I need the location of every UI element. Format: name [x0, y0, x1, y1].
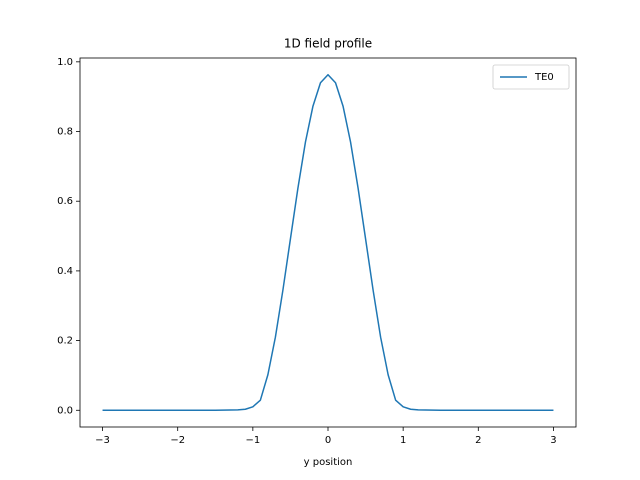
legend-box [492, 64, 570, 90]
x-tick-label: 1 [400, 435, 406, 446]
legend-label: TE0 [534, 72, 554, 83]
y-tick-label: 0.4 [57, 266, 73, 277]
x-tick-label: 0 [325, 435, 331, 446]
y-tick-label: 1.0 [57, 57, 73, 68]
x-tick-label: −3 [95, 435, 110, 446]
y-tick-label: 0.6 [57, 196, 73, 207]
x-tick-label: 3 [550, 435, 556, 446]
line [102, 73, 554, 412]
plot-frame [79, 57, 577, 428]
x-axis-label: y position [304, 457, 353, 468]
chart-title: 1D field profile [284, 37, 372, 51]
x-tick-label: 2 [475, 435, 481, 446]
y-tick-label: 0.0 [57, 405, 73, 416]
y-tick-label: 0.8 [57, 127, 73, 138]
x-tick-label: −2 [170, 435, 185, 446]
y-tick-label: 0.2 [57, 336, 73, 347]
x-tick-label: −1 [245, 435, 260, 446]
